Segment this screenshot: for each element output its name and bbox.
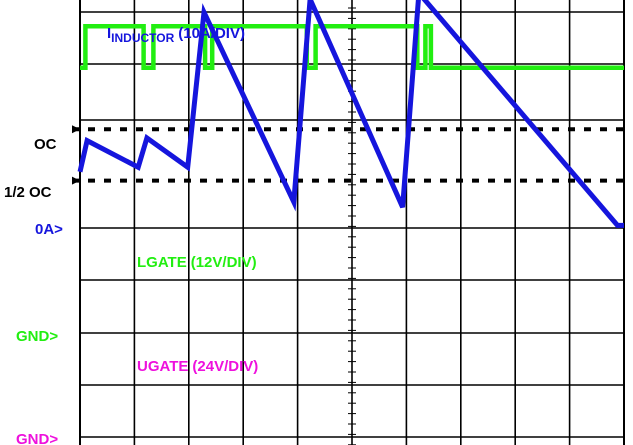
- half-oc-label: 1/2 OC: [4, 184, 52, 201]
- ugate-ground-marker: GND>: [16, 431, 58, 445]
- inductor-trace: [77, 0, 624, 228]
- reference-lines: [72, 125, 628, 185]
- lgate-trace-label: LGATE (12V/DIV): [137, 254, 257, 271]
- lgate-ground-marker: GND>: [16, 328, 58, 345]
- reference-arrow: [72, 176, 80, 185]
- oc-label: OC: [34, 136, 57, 153]
- inductor-trace-label: IINDUCTOR (10A/DIV): [107, 25, 245, 45]
- inductor-zero-marker: 0A>: [35, 221, 63, 238]
- traces: [77, 0, 624, 228]
- lgate-trace: [80, 23, 624, 71]
- ugate-trace-label: UGATE (24V/DIV): [137, 358, 258, 375]
- grid: [79, 0, 625, 445]
- reference-arrow: [72, 125, 80, 134]
